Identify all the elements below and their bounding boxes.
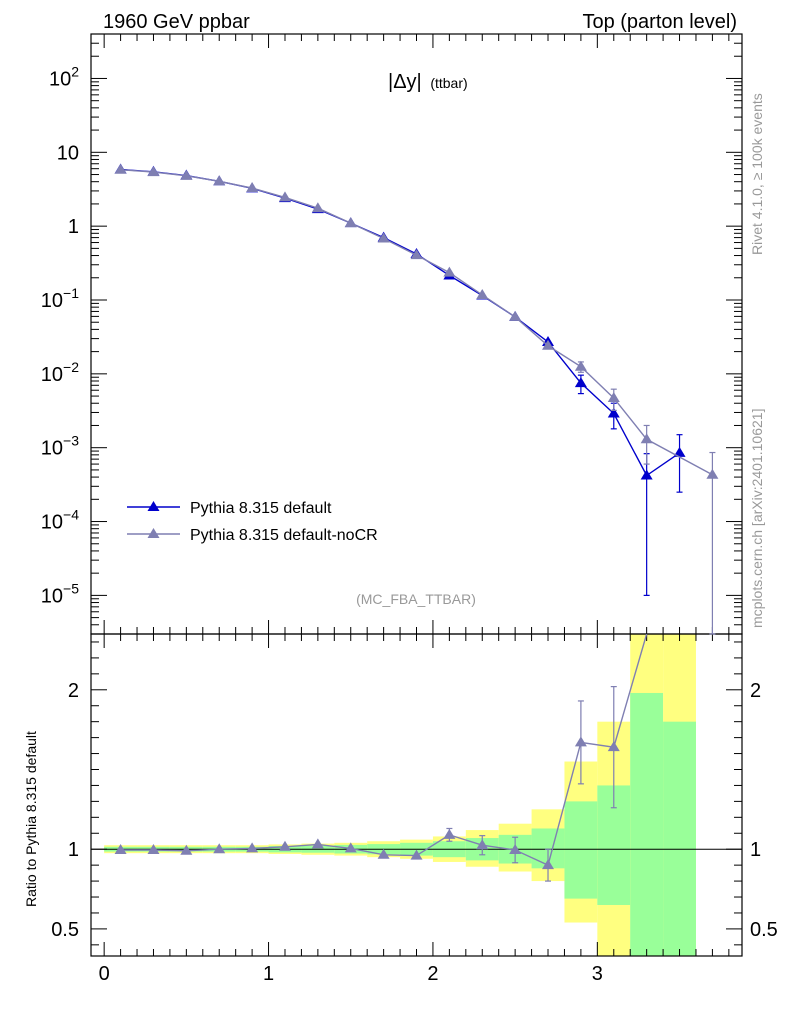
y-tick-label-base: 10 bbox=[41, 364, 63, 386]
ratio-y-tick-label-right: 0.5 bbox=[750, 919, 778, 941]
legend-label-default: Pythia 8.315 default bbox=[190, 500, 332, 517]
ratio-point-nocr bbox=[410, 849, 423, 860]
ratio-point-nocr bbox=[213, 843, 226, 854]
plot-title-sub: (ttbar) bbox=[430, 75, 467, 91]
band-green bbox=[564, 801, 598, 899]
y-tick-label-base: 10 bbox=[41, 438, 63, 460]
y-tick-label-exponent: −3 bbox=[63, 433, 79, 449]
data-point-nocr bbox=[246, 182, 259, 193]
data-point-nocr bbox=[640, 433, 653, 444]
x-tick-label: 1 bbox=[263, 963, 274, 985]
y-tick-label: 10−1 bbox=[41, 285, 79, 312]
ratio-point-nocr bbox=[311, 838, 324, 849]
band-green bbox=[663, 721, 696, 956]
ratio-point-nocr bbox=[377, 848, 390, 859]
rivet-label: Rivet 4.1.0, ≥ 100k events bbox=[749, 93, 765, 255]
data-point-nocr bbox=[476, 288, 489, 299]
data-point-nocr bbox=[114, 163, 127, 174]
band-green bbox=[630, 692, 664, 956]
ratio-point-nocr bbox=[278, 840, 291, 851]
header-left-title: 1960 GeV ppbar bbox=[103, 11, 250, 33]
data-point-nocr bbox=[180, 169, 193, 180]
x-tick-label: 3 bbox=[592, 963, 603, 985]
legend: Pythia 8.315 default Pythia 8.315 defaul… bbox=[127, 500, 378, 544]
data-point-nocr bbox=[574, 360, 587, 371]
series-line-default bbox=[120, 168, 680, 477]
y-tick-label-exponent: −5 bbox=[63, 580, 79, 596]
ratio-y-tick-label-left: 2 bbox=[68, 680, 79, 702]
axis-ticks bbox=[91, 33, 742, 956]
y-tick-label-base: 10 bbox=[49, 68, 71, 90]
data-point-nocr bbox=[542, 339, 555, 350]
ratio-point-nocr bbox=[147, 843, 160, 854]
legend-label-nocr: Pythia 8.315 default-noCR bbox=[190, 527, 378, 544]
data-point-default bbox=[607, 407, 620, 418]
data-point-nocr bbox=[147, 166, 160, 177]
x-tick-label: 2 bbox=[427, 963, 438, 985]
ratio-point-nocr bbox=[180, 844, 193, 855]
y-tick-label-exponent: −4 bbox=[63, 507, 79, 523]
ratio-point-nocr bbox=[542, 859, 555, 870]
data-point-nocr bbox=[509, 310, 522, 321]
ratio-point-nocr bbox=[607, 741, 620, 752]
x-tick-label: 0 bbox=[99, 963, 110, 985]
y-tick-label-base: 10 bbox=[57, 142, 79, 164]
ratio-point-nocr bbox=[344, 842, 357, 853]
ratio-point-nocr bbox=[114, 843, 127, 854]
ratio-point-nocr bbox=[509, 843, 522, 854]
ratio-point-nocr bbox=[443, 828, 456, 839]
ratio-point-nocr bbox=[476, 839, 489, 850]
data-point-nocr bbox=[377, 232, 390, 243]
data-point-nocr bbox=[213, 175, 226, 186]
legend-marker-nocr bbox=[147, 528, 160, 538]
series-line-nocr bbox=[120, 169, 713, 476]
y-tick-label: 10−3 bbox=[41, 433, 79, 460]
series-lines bbox=[114, 163, 719, 882]
data-point-default bbox=[640, 469, 653, 480]
y-tick-label: 1 bbox=[68, 216, 79, 238]
data-point-nocr bbox=[311, 202, 324, 213]
y-tick-label: 10−5 bbox=[41, 580, 79, 607]
data-point-nocr bbox=[443, 266, 456, 277]
data-point-nocr bbox=[344, 217, 357, 228]
ratio-y-tick-label-right: 1 bbox=[750, 839, 761, 861]
legend-marker-default bbox=[147, 501, 160, 511]
ratio-bands bbox=[91, 634, 742, 956]
analysis-tag: (MC_FBA_TTBAR) bbox=[356, 591, 476, 607]
data-point-nocr bbox=[607, 392, 620, 403]
y-tick-label: 102 bbox=[49, 63, 79, 90]
ratio-point-nocr bbox=[246, 842, 259, 853]
header-right-title: Top (parton level) bbox=[582, 11, 737, 33]
data-point-default bbox=[574, 377, 587, 388]
main-plot-frame bbox=[90, 33, 743, 635]
plot-title: |Δy| (ttbar) bbox=[388, 71, 468, 93]
data-point-nocr bbox=[278, 191, 291, 202]
y-tick-label-base: 1 bbox=[68, 216, 79, 238]
plot-title-main: |Δy| bbox=[388, 71, 422, 93]
data-point-default bbox=[673, 446, 686, 457]
y-tick-label-exponent: 2 bbox=[71, 63, 79, 79]
y-tick-label-exponent: −2 bbox=[63, 359, 79, 375]
ratio-y-tick-label-left: 0.5 bbox=[51, 919, 79, 941]
ratio-y-tick-label-right: 2 bbox=[750, 680, 761, 702]
y-tick-label-base: 10 bbox=[41, 512, 63, 534]
data-point-nocr bbox=[706, 468, 719, 479]
y-tick-label-exponent: −1 bbox=[63, 285, 79, 301]
mcplots-label: mcplots.cern.ch [arXiv:2401.10621] bbox=[749, 409, 765, 628]
y-tick-label: 10−4 bbox=[41, 507, 79, 534]
y-tick-label-base: 10 bbox=[41, 290, 63, 312]
y-tick-label: 10−2 bbox=[41, 359, 79, 386]
ratio-y-tick-label-left: 1 bbox=[68, 839, 79, 861]
data-point-nocr bbox=[410, 249, 423, 260]
y-tick-label-base: 10 bbox=[41, 585, 63, 607]
y-tick-label: 10 bbox=[57, 142, 79, 164]
ratio-point-nocr bbox=[574, 736, 587, 747]
ratio-ylabel: Ratio to Pythia 8.315 default bbox=[23, 731, 39, 907]
